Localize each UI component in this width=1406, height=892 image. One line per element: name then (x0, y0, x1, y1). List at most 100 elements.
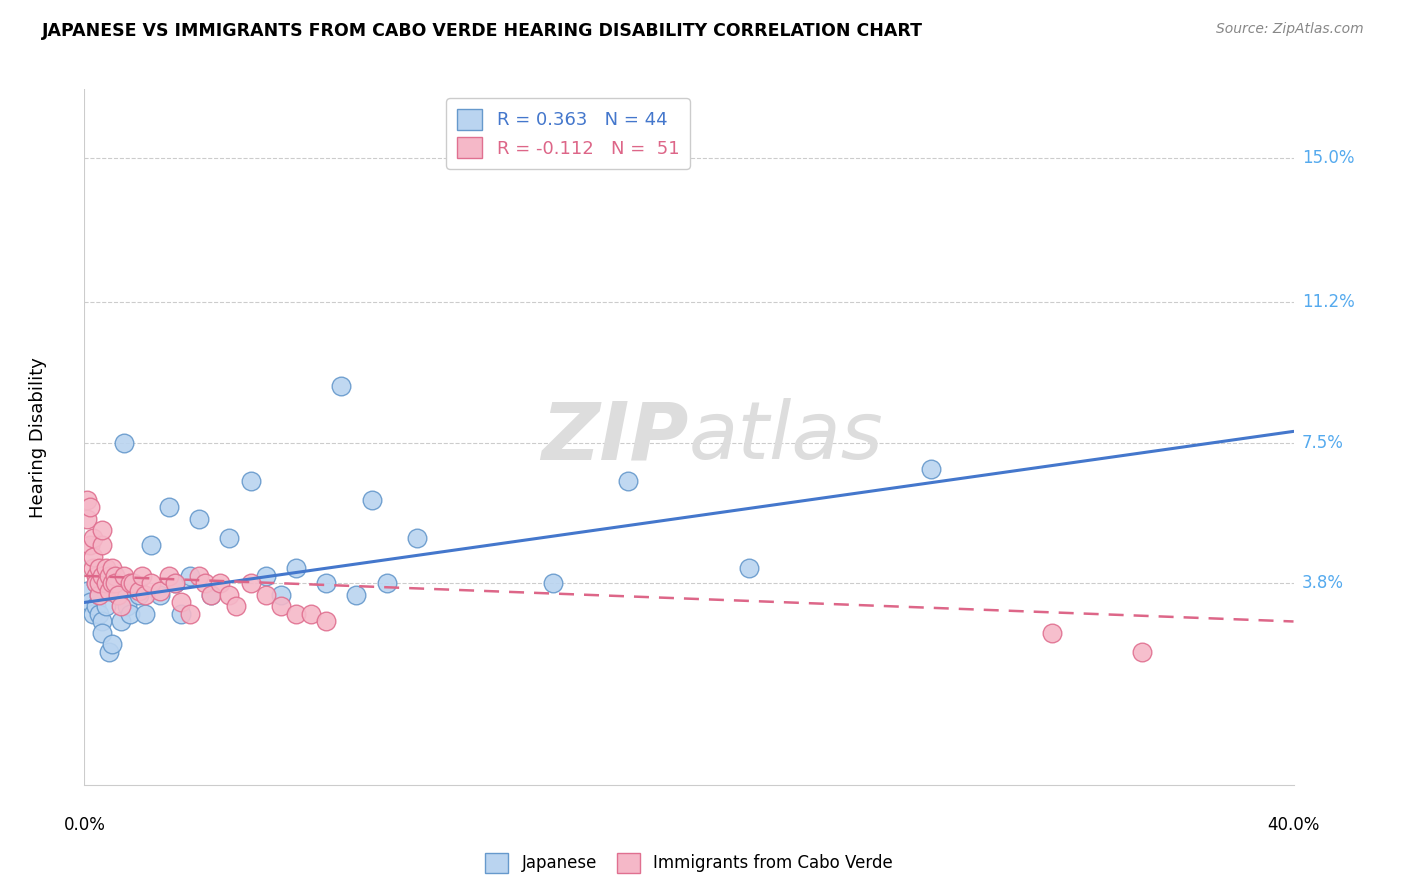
Point (541, 576, 564, 591)
Text: 11.2%: 11.2% (1302, 293, 1354, 311)
Point (920, 462, 942, 476)
Point (82, 607, 104, 621)
Text: 40.0%: 40.0% (1267, 815, 1320, 833)
Point (128, 588, 150, 602)
Point (97, 569, 120, 583)
Text: ZIP: ZIP (541, 398, 689, 476)
Point (107, 588, 129, 602)
Point (299, 607, 322, 621)
Point (91, 523, 114, 537)
Point (225, 599, 247, 614)
Point (134, 588, 156, 602)
Point (179, 569, 201, 583)
Point (89, 607, 111, 621)
Point (115, 599, 138, 614)
Point (79, 500, 101, 515)
Point (1130, 645, 1153, 659)
Point (94, 599, 117, 614)
Point (118, 607, 141, 621)
Point (89, 561, 111, 575)
Point (100, 637, 122, 651)
Point (82, 531, 104, 545)
Point (79, 538, 101, 552)
Point (375, 576, 398, 591)
Point (134, 607, 156, 621)
Point (315, 576, 337, 591)
Point (104, 569, 127, 583)
Point (89, 576, 111, 591)
Point (97, 645, 120, 659)
Point (179, 607, 201, 621)
Point (97, 584, 120, 599)
Point (200, 588, 222, 602)
Point (218, 588, 240, 602)
Point (188, 512, 211, 526)
Point (100, 576, 122, 591)
Point (112, 435, 135, 450)
Point (1040, 626, 1063, 640)
Point (104, 569, 127, 583)
Point (209, 576, 232, 591)
Point (617, 474, 640, 488)
Point (91, 626, 114, 640)
Point (738, 561, 761, 575)
Point (163, 576, 186, 591)
Point (315, 615, 337, 629)
Point (110, 599, 132, 614)
Text: 7.5%: 7.5% (1302, 434, 1344, 451)
Point (89, 588, 111, 602)
Point (194, 576, 217, 591)
Point (163, 576, 186, 591)
Legend: Japanese, Immigrants from Cabo Verde: Japanese, Immigrants from Cabo Verde (478, 847, 900, 880)
Point (284, 607, 308, 621)
Point (406, 531, 429, 545)
Point (107, 588, 129, 602)
Text: 0.0%: 0.0% (63, 815, 105, 833)
Point (218, 531, 240, 545)
Point (79, 595, 101, 609)
Text: 3.8%: 3.8% (1302, 574, 1344, 592)
Point (139, 538, 162, 552)
Point (360, 492, 382, 507)
Point (76, 492, 98, 507)
Point (170, 607, 193, 621)
Text: Hearing Disability: Hearing Disability (30, 357, 48, 517)
Point (157, 569, 180, 583)
Point (270, 599, 292, 614)
Point (110, 615, 132, 629)
Point (128, 584, 150, 599)
Point (284, 561, 308, 575)
Point (118, 576, 141, 591)
Text: JAPANESE VS IMMIGRANTS FROM CABO VERDE HEARING DISABILITY CORRELATION CHART: JAPANESE VS IMMIGRANTS FROM CABO VERDE H… (42, 22, 924, 40)
Point (200, 588, 222, 602)
Point (346, 588, 368, 602)
Point (94, 561, 117, 575)
Point (100, 561, 122, 575)
Point (86, 576, 108, 591)
Point (89, 588, 111, 602)
Point (157, 500, 180, 515)
Point (76, 512, 98, 526)
Point (188, 569, 211, 583)
Point (94, 576, 117, 591)
Point (139, 576, 162, 591)
Point (149, 584, 172, 599)
Point (86, 599, 108, 614)
Point (239, 474, 262, 488)
Point (270, 588, 292, 602)
Text: 15.0%: 15.0% (1302, 149, 1354, 167)
Point (239, 576, 262, 591)
Point (91, 615, 114, 629)
Point (330, 378, 353, 392)
Point (86, 576, 108, 591)
Point (121, 576, 143, 591)
Point (131, 569, 153, 583)
Point (121, 576, 143, 591)
Text: atlas: atlas (689, 398, 884, 476)
Point (76, 584, 98, 599)
Point (104, 576, 127, 591)
Point (91, 569, 114, 583)
Point (170, 595, 193, 609)
Point (254, 569, 277, 583)
Legend: R = 0.363   N = 44, R = -0.112   N =  51: R = 0.363 N = 44, R = -0.112 N = 51 (446, 98, 690, 169)
